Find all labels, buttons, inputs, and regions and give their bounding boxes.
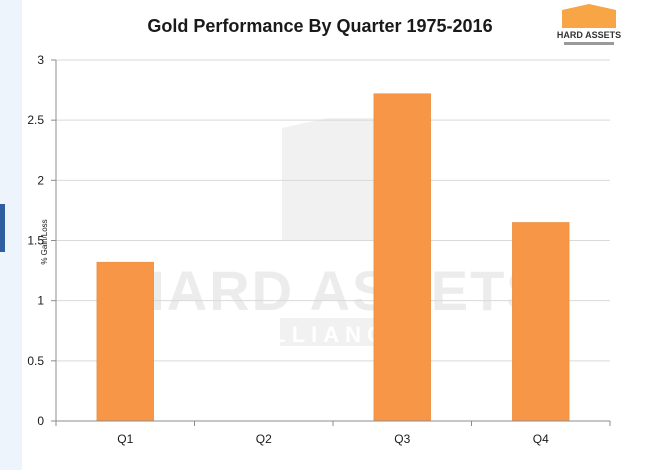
logo-tagline-bar [564, 42, 614, 45]
watermark-line1: HARD ASSETS [124, 259, 545, 322]
watermark-roof [282, 118, 374, 128]
y-tick-label: 1 [37, 294, 44, 308]
y-tick-label: 0.5 [27, 354, 44, 368]
y-tick-labels: 0 0.5 1 1.5 2 2.5 3 [27, 53, 44, 428]
logo-house-icon [562, 4, 616, 28]
logo-text: HARD ASSETS [556, 30, 622, 40]
bar-q4 [512, 222, 570, 422]
y-tick-label: 3 [37, 53, 44, 67]
y-tick-label: 0 [37, 414, 44, 428]
left-sidebar-strip [0, 0, 22, 470]
axes [51, 59, 611, 426]
watermark-box [282, 128, 374, 240]
chart-title: Gold Performance By Quarter 1975-2016 [147, 16, 493, 36]
watermark: HARD ASSETS ALLIANCE [124, 118, 545, 347]
x-tick-label: Q1 [117, 432, 133, 446]
x-tick-labels: Q1 Q2 Q3 Q4 [117, 432, 549, 446]
y-axis-label: % Gain/Loss [40, 219, 49, 264]
y-tick-label: 2.5 [27, 113, 44, 127]
bar-q1 [96, 261, 154, 422]
watermark-band [280, 318, 380, 346]
left-accent-marker [0, 204, 5, 252]
x-tick-label: Q2 [256, 432, 272, 446]
y-tick-label: 1.5 [27, 234, 44, 248]
y-tick-label: 2 [37, 173, 44, 187]
bars [96, 93, 570, 422]
x-tick-label: Q4 [533, 432, 549, 446]
bar-q3 [373, 93, 431, 422]
x-tick-label: Q3 [394, 432, 410, 446]
hard-assets-logo: HARD ASSETS [556, 4, 622, 50]
